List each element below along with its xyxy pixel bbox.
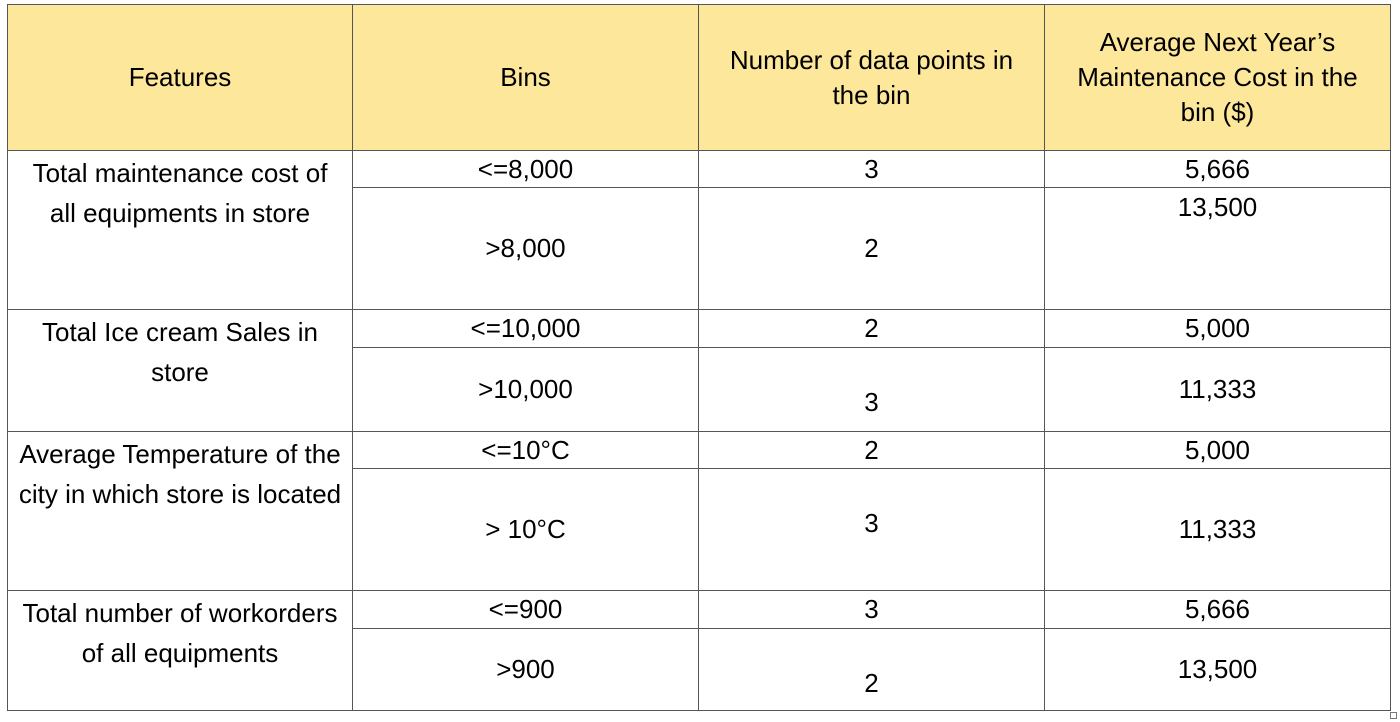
- feature-cell: Total Ice cream Sales in store: [7, 309, 353, 432]
- header-count: Number of data points in the bin: [698, 4, 1045, 151]
- table-resize-handle[interactable]: [1390, 712, 1397, 719]
- bin-cell: <=10°C: [352, 431, 699, 469]
- avg-cell: 5,000: [1044, 431, 1391, 469]
- bin-cell: > 10°C: [352, 468, 699, 591]
- feature-cell: Total number of workorders of all equipm…: [7, 590, 353, 711]
- header-features: Features: [7, 4, 353, 151]
- table-row: Total number of workorders of all equipm…: [7, 590, 1391, 711]
- bin-cell: >8,000: [352, 187, 699, 310]
- table-row: >900 2 13,500: [8, 628, 1391, 711]
- count-cell: 2: [698, 187, 1045, 310]
- header-bins: Bins: [352, 4, 699, 151]
- feature-cell: Average Temperature of the city in which…: [7, 431, 353, 591]
- feature-cell: Total maintenance cost of all equipments…: [7, 150, 353, 310]
- count-cell: 3: [698, 468, 1045, 591]
- count-cell: 3: [698, 150, 1045, 188]
- table-row: >8,000 2 13,500: [8, 187, 1391, 310]
- table-row: Average Temperature of the city in which…: [7, 431, 1391, 591]
- count-cell: 2: [698, 309, 1045, 348]
- avg-cell: 5,666: [1044, 150, 1391, 188]
- count-cell: 3: [698, 590, 1045, 629]
- count-cell: 2: [698, 431, 1045, 469]
- table-row: > 10°C 3 11,333: [8, 468, 1391, 591]
- table-row: >10,000 3 11,333: [8, 347, 1391, 432]
- count-cell: 3: [698, 347, 1045, 432]
- bin-cell: >900: [352, 628, 699, 711]
- bin-cell: <=900: [352, 590, 699, 629]
- avg-cell: 13,500: [1044, 187, 1391, 310]
- avg-cell: 11,333: [1044, 347, 1391, 432]
- header-row: Features Bins Number of data points in t…: [7, 4, 1391, 151]
- bins-table: Features Bins Number of data points in t…: [7, 4, 1391, 711]
- bin-cell: <=10,000: [352, 309, 699, 348]
- avg-cell: 5,666: [1044, 590, 1391, 629]
- bin-cell: <=8,000: [352, 150, 699, 188]
- table-row: Total Ice cream Sales in store <=10,000 …: [7, 309, 1391, 432]
- avg-cell: 13,500: [1044, 628, 1391, 711]
- header-avg: Average Next Year’s Maintenance Cost in …: [1044, 4, 1391, 151]
- table-row: Total maintenance cost of all equipments…: [7, 150, 1391, 310]
- avg-cell: 5,000: [1044, 309, 1391, 348]
- bin-cell: >10,000: [352, 347, 699, 432]
- avg-cell: 11,333: [1044, 468, 1391, 591]
- count-cell: 2: [698, 628, 1045, 711]
